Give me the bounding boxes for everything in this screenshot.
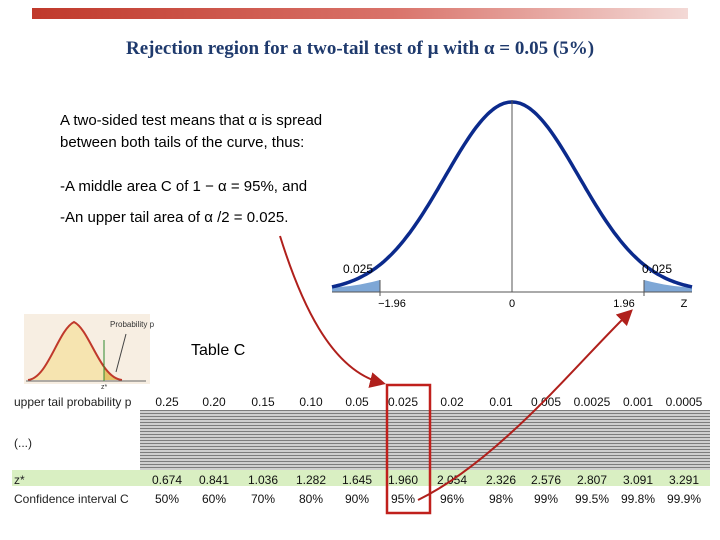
z-value-cell: 1.036 bbox=[247, 473, 279, 487]
right-tail-label: 0.025 bbox=[642, 262, 673, 276]
z-value-cell: 2.326 bbox=[485, 473, 517, 487]
z-value-cell: 3.291 bbox=[668, 473, 700, 487]
z-value-cell: 0.674 bbox=[151, 473, 183, 487]
row-header-zstar: z* bbox=[14, 473, 25, 487]
row-header-upper-tail-p: upper tail probability p bbox=[14, 395, 132, 409]
p-value-cell: 0.025 bbox=[387, 395, 419, 409]
p-value-cell: 0.05 bbox=[345, 395, 369, 409]
arrow-to-table-column bbox=[279, 235, 386, 388]
z-value-cell: 1.282 bbox=[295, 473, 327, 487]
tick-label: 0 bbox=[509, 298, 515, 310]
text-line: between both tails of the curve, thus: bbox=[60, 134, 305, 151]
p-value-cell: 0.02 bbox=[440, 395, 464, 409]
confidence-cell: 95% bbox=[390, 492, 416, 506]
mini-chart-area bbox=[28, 322, 120, 380]
text-two-sided-explanation: A two-sided test means that α is spread … bbox=[60, 110, 322, 154]
mini-chart-tail bbox=[104, 366, 122, 380]
z-value-cell: 2.576 bbox=[530, 473, 562, 487]
p-value-cell: 0.15 bbox=[251, 395, 275, 409]
text-line: A two-sided test means that α is spread bbox=[60, 112, 323, 129]
confidence-cell: 50% bbox=[154, 492, 180, 506]
p-value-cell: 0.01 bbox=[489, 395, 513, 409]
mini-probability-chart: Probability p z* bbox=[24, 314, 155, 391]
confidence-cell: 96% bbox=[439, 492, 465, 506]
p-value-cell: 0.10 bbox=[299, 395, 323, 409]
confidence-cell: 99% bbox=[533, 492, 559, 506]
table-striped-rows bbox=[140, 410, 710, 470]
confidence-cell: 60% bbox=[201, 492, 227, 506]
confidence-cell: 70% bbox=[250, 492, 276, 506]
left-tail-label: 0.025 bbox=[343, 262, 374, 276]
z-value-cell: 1.645 bbox=[341, 473, 373, 487]
z-row-highlight bbox=[12, 470, 710, 486]
text-middle-area: -A middle area C of 1 − α = 95%, and bbox=[60, 178, 308, 195]
mini-chart-pointer bbox=[115, 333, 127, 373]
tick-label: −1.96 bbox=[378, 298, 406, 310]
mini-chart-zstar: z* bbox=[101, 384, 108, 391]
p-value-cell: 0.25 bbox=[155, 395, 179, 409]
p-value-cell: 0.0005 bbox=[665, 395, 703, 409]
slide-title: Rejection region for a two-tail test of … bbox=[125, 38, 595, 59]
row-header-confidence: Confidence interval C bbox=[14, 492, 129, 506]
confidence-cell: 99.5% bbox=[574, 492, 610, 506]
mini-chart-curve bbox=[27, 320, 123, 381]
confidence-cell: 99.8% bbox=[620, 492, 656, 506]
column-highlight-box bbox=[385, 383, 432, 515]
left-tail-area bbox=[332, 280, 380, 292]
p-value-cell: 0.001 bbox=[622, 395, 654, 409]
confidence-cell: 80% bbox=[298, 492, 324, 506]
confidence-cell: 98% bbox=[488, 492, 514, 506]
p-value-cell: 0.0025 bbox=[573, 395, 611, 409]
p-value-cell: 0.20 bbox=[202, 395, 226, 409]
z-value-cell: 3.091 bbox=[622, 473, 654, 487]
confidence-cell: 90% bbox=[344, 492, 370, 506]
table-c-label: Table C bbox=[191, 342, 246, 359]
axis-label-z: Z bbox=[681, 298, 688, 310]
arrow-to-right-tick bbox=[417, 309, 633, 501]
text-upper-tail-area: -An upper tail area of α /2 = 0.025. bbox=[60, 209, 289, 226]
title-accent-bar bbox=[32, 8, 688, 19]
mini-chart-label: Probability p bbox=[110, 320, 155, 329]
z-value-cell: 2.807 bbox=[576, 473, 608, 487]
right-tail-area bbox=[644, 280, 692, 292]
confidence-cell: 99.9% bbox=[666, 492, 702, 506]
tick-label: 1.96 bbox=[613, 298, 634, 310]
z-value-cell: 0.841 bbox=[198, 473, 230, 487]
row-header-ellipsis: (...) bbox=[14, 436, 32, 450]
z-value-cell: 1.960 bbox=[387, 473, 419, 487]
